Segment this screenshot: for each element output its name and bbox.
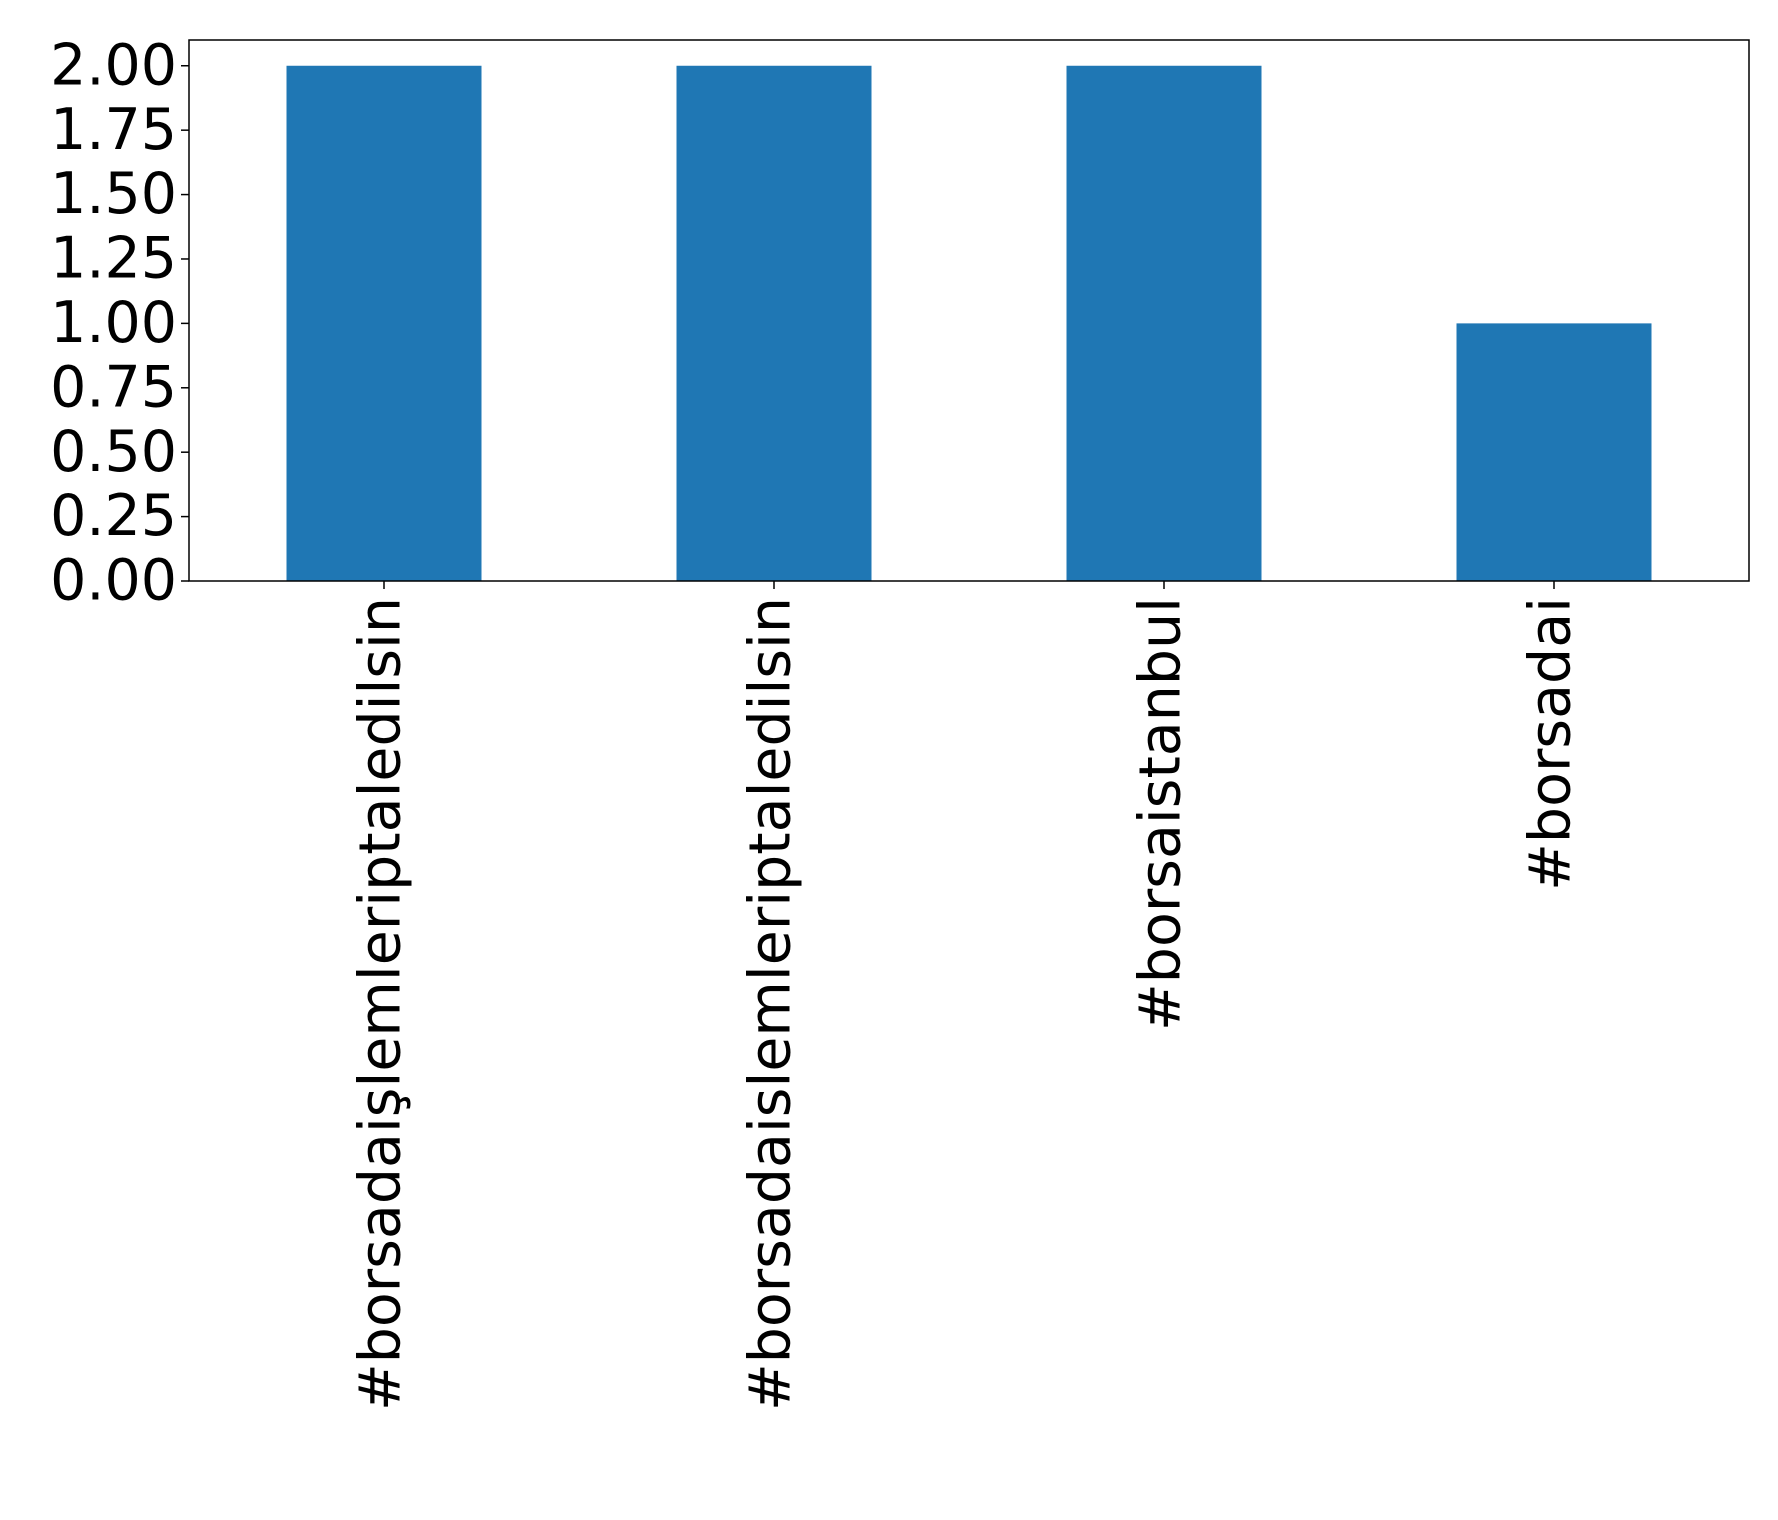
- bar: [286, 65, 482, 581]
- bar: [1066, 65, 1262, 581]
- y-tick-label: 1.25: [50, 226, 177, 292]
- y-tick-label: 1.75: [50, 97, 177, 163]
- y-tick-label: 1.50: [50, 161, 177, 227]
- x-tick-label: #borsaistanbul: [1128, 597, 1194, 1031]
- y-tick-label: 1.00: [50, 290, 177, 356]
- x-tick-label: #borsadaişlemleriptaledilsin: [348, 597, 414, 1411]
- y-tick-label: 0.50: [50, 419, 177, 485]
- plot-frame: [188, 39, 1750, 582]
- y-tick-label: 0.00: [50, 548, 177, 614]
- x-tick-label: #borsadaislemleriptaledilsin: [738, 597, 804, 1411]
- x-tick-label: #borsadai: [1518, 597, 1584, 891]
- bar: [676, 65, 872, 581]
- y-tick-label: 0.75: [50, 354, 177, 420]
- bar: [1456, 323, 1652, 581]
- y-tick-label: 2.00: [50, 32, 177, 98]
- y-tick-label: 0.25: [50, 483, 177, 549]
